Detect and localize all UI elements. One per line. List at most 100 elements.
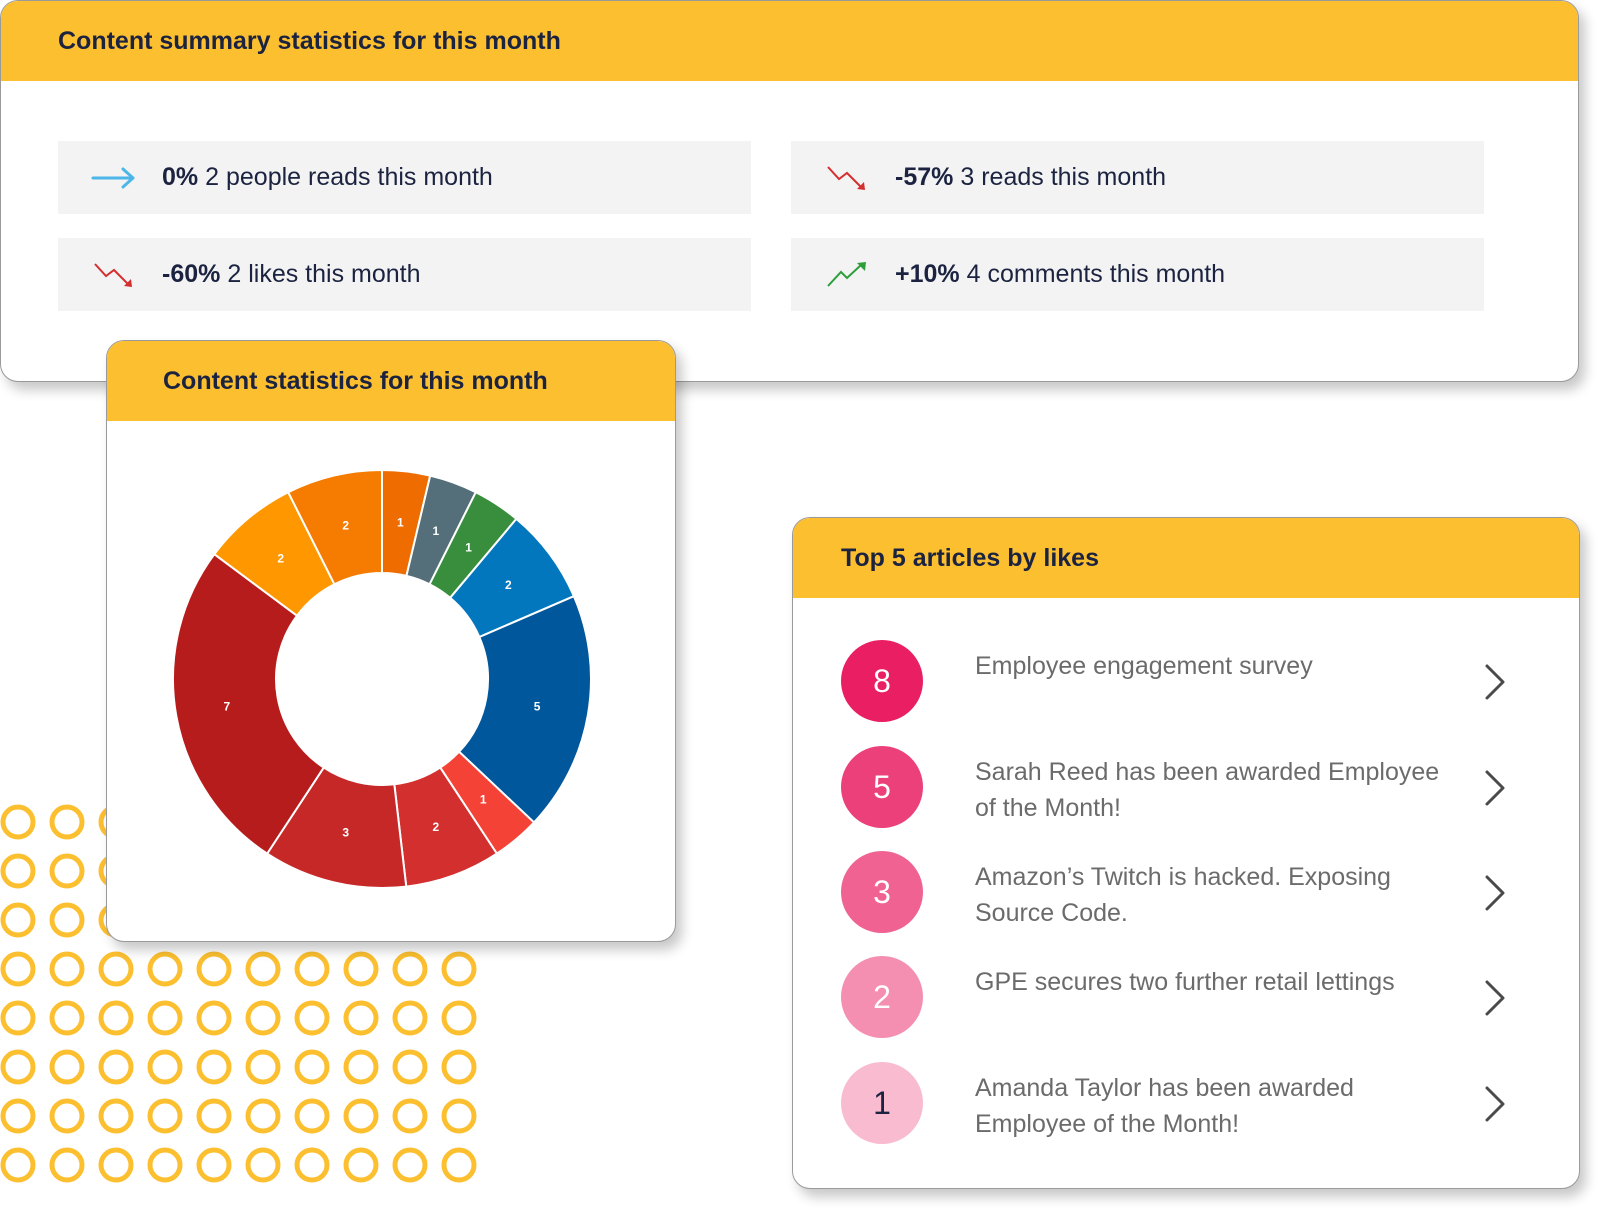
decorative-dot xyxy=(147,1000,183,1036)
donut-slice-label: 3 xyxy=(342,825,349,839)
decorative-dot xyxy=(245,1049,281,1085)
article-title: Amanda Taylor has been awarded Employee … xyxy=(975,1074,1354,1138)
decorative-dot xyxy=(343,951,379,987)
decorative-dot xyxy=(0,902,36,938)
chevron-right-icon[interactable] xyxy=(1481,871,1509,915)
donut-chart: 1 1 1 2 5 1 2 3 7 2 2 xyxy=(172,468,592,889)
decorative-dot xyxy=(196,1147,232,1183)
top5-card-title: Top 5 articles by likes xyxy=(793,518,1579,598)
decorative-dot xyxy=(343,1147,379,1183)
decorative-dot xyxy=(98,1098,134,1134)
stat-percent: -60% xyxy=(162,260,221,288)
decorative-dot xyxy=(147,951,183,987)
decorative-dot xyxy=(49,1147,85,1183)
decorative-dot xyxy=(441,1098,477,1134)
donut-slice-label: 7 xyxy=(224,699,231,713)
decorative-dot xyxy=(392,1049,428,1085)
decorative-dot xyxy=(245,1000,281,1036)
decorative-dot xyxy=(245,1147,281,1183)
article-row[interactable]: 3 Amazon’s Twitch is hacked. Exposing So… xyxy=(841,851,1541,941)
stat-likes: -60% 2 likes this month xyxy=(58,238,751,311)
article-title: GPE secures two further retail lettings xyxy=(975,968,1395,996)
donut-slice-label: 1 xyxy=(480,793,487,807)
stat-text: 4 comments this month xyxy=(966,260,1226,288)
decorative-dot xyxy=(441,1147,477,1183)
decorative-dot xyxy=(98,1147,134,1183)
chevron-right-icon[interactable] xyxy=(1481,976,1509,1020)
decorative-dot xyxy=(0,1000,36,1036)
decorative-dot xyxy=(0,951,36,987)
chevron-right-icon[interactable] xyxy=(1481,766,1509,810)
decorative-dot xyxy=(294,1000,330,1036)
article-row[interactable]: 1 Amanda Taylor has been awarded Employe… xyxy=(841,1062,1541,1152)
likes-count-badge: 5 xyxy=(841,746,923,828)
decorative-dot xyxy=(245,951,281,987)
decorative-dot xyxy=(392,1098,428,1134)
decorative-dot xyxy=(49,1098,85,1134)
decorative-dot xyxy=(98,951,134,987)
decorative-dot xyxy=(196,1098,232,1134)
decorative-dot xyxy=(49,902,85,938)
trend-up-icon xyxy=(821,255,873,295)
donut-slice-label: 2 xyxy=(433,820,440,834)
donut-slice-label: 5 xyxy=(534,699,541,713)
decorative-dot xyxy=(0,1147,36,1183)
decorative-dot xyxy=(196,1049,232,1085)
donut-slice[interactable] xyxy=(286,468,383,586)
decorative-dot xyxy=(147,1147,183,1183)
stat-people-reads: 0% 2 people reads this month xyxy=(58,141,751,214)
decorative-dot xyxy=(49,951,85,987)
stat-text: 2 likes this month xyxy=(227,260,421,288)
donut-slice[interactable] xyxy=(172,552,326,856)
stat-text: 3 reads this month xyxy=(960,163,1167,191)
decorative-dot xyxy=(392,1000,428,1036)
decorative-dot xyxy=(49,1049,85,1085)
decorative-dot xyxy=(49,853,85,889)
content-summary-card: Content summary statistics for this mont… xyxy=(0,0,1579,382)
article-row[interactable]: 2 GPE secures two further retail letting… xyxy=(841,956,1541,1046)
stat-percent: -57% xyxy=(895,163,954,191)
article-title: Amazon’s Twitch is hacked. Exposing Sour… xyxy=(975,863,1391,927)
decorative-dot xyxy=(49,1000,85,1036)
likes-count-badge: 1 xyxy=(841,1062,923,1144)
decorative-dot xyxy=(0,1049,36,1085)
arrow-right-icon xyxy=(88,158,140,198)
decorative-dot xyxy=(392,951,428,987)
decorative-dot xyxy=(0,1098,36,1134)
chevron-right-icon[interactable] xyxy=(1481,660,1509,704)
top-articles-card: Top 5 articles by likes 8 Employee engag… xyxy=(792,517,1580,1189)
decorative-dot xyxy=(343,1098,379,1134)
chevron-right-icon[interactable] xyxy=(1481,1082,1509,1126)
decorative-dot xyxy=(0,804,36,840)
summary-card-title: Content summary statistics for this mont… xyxy=(1,1,1578,81)
likes-count-badge: 8 xyxy=(841,640,923,722)
decorative-dot xyxy=(294,951,330,987)
decorative-dot xyxy=(147,1098,183,1134)
trend-down-icon xyxy=(821,158,873,198)
article-title: Sarah Reed has been awarded Employee of … xyxy=(975,758,1440,822)
article-row[interactable]: 5 Sarah Reed has been awarded Employee o… xyxy=(841,746,1541,836)
stat-comments: +10% 4 comments this month xyxy=(791,238,1484,311)
trend-down-icon xyxy=(88,255,140,295)
decorative-dot xyxy=(147,1049,183,1085)
decorative-dot xyxy=(0,853,36,889)
donut-card-title: Content statistics for this month xyxy=(107,341,675,421)
article-title: Employee engagement survey xyxy=(975,652,1313,680)
stat-text: 2 people reads this month xyxy=(205,163,493,191)
decorative-dot xyxy=(441,1000,477,1036)
likes-count-badge: 3 xyxy=(841,851,923,933)
donut-slice-label: 2 xyxy=(277,551,284,565)
decorative-dot xyxy=(294,1098,330,1134)
decorative-dot xyxy=(441,1049,477,1085)
stat-percent: 0% xyxy=(162,163,199,191)
decorative-dot xyxy=(294,1147,330,1183)
article-row[interactable]: 8 Employee engagement survey xyxy=(841,640,1541,730)
decorative-dot xyxy=(196,951,232,987)
donut-slice-label: 1 xyxy=(433,524,440,538)
donut-slice[interactable] xyxy=(457,594,592,824)
decorative-dot xyxy=(98,1000,134,1036)
decorative-dot xyxy=(98,1049,134,1085)
decorative-dot xyxy=(245,1098,281,1134)
stat-percent: +10% xyxy=(895,260,960,288)
